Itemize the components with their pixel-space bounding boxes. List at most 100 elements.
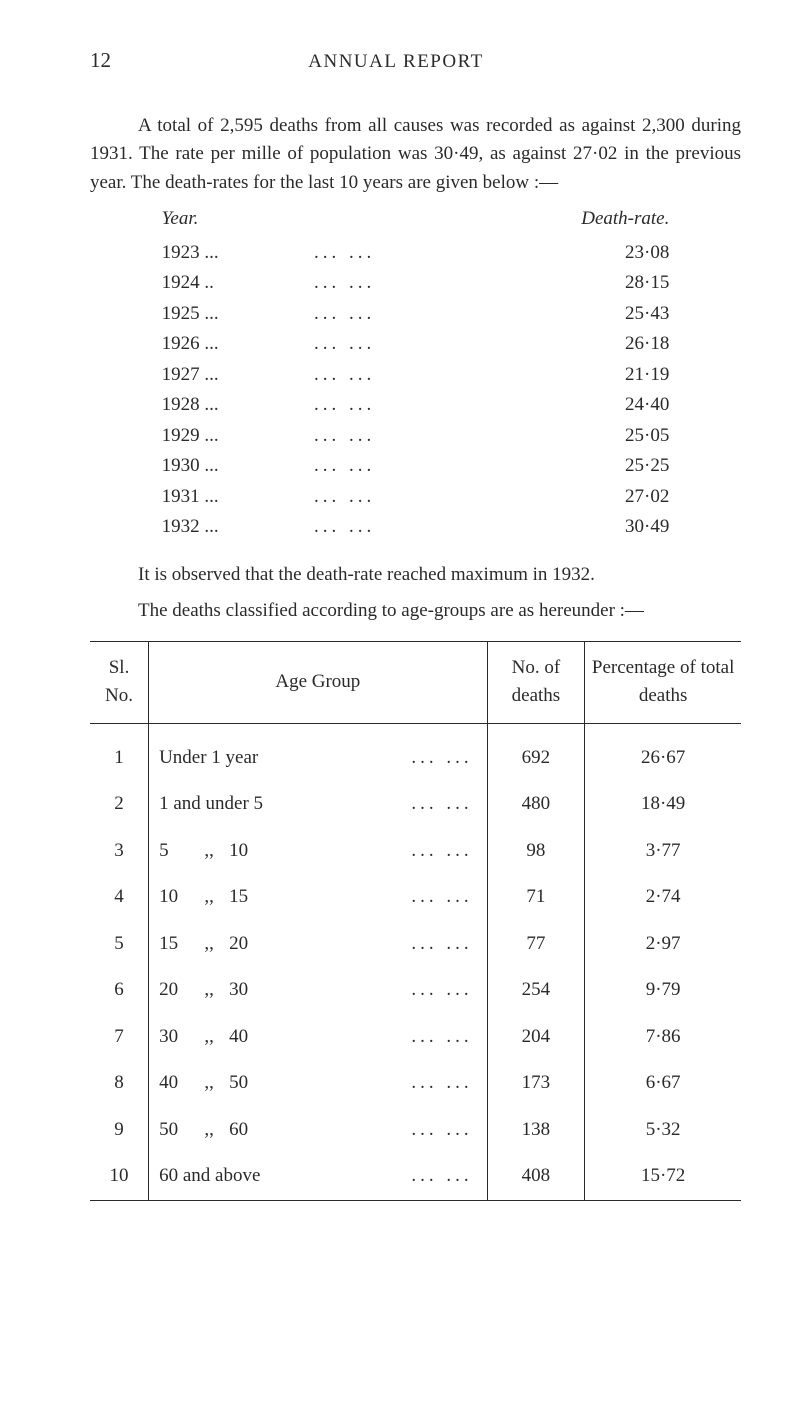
running-title: ANNUAL REPORT <box>308 48 483 77</box>
group-cell: 1 and under 5... ... <box>149 781 488 828</box>
group-text: 1 and under 5 <box>159 790 263 819</box>
sl-header: Sl. No. <box>90 641 149 723</box>
deaths-cell: 408 <box>487 1153 585 1200</box>
group-dots: ... ... <box>269 1023 483 1052</box>
group-upper: 15 <box>229 883 269 912</box>
deaths-cell: 71 <box>487 874 585 921</box>
sl-cell: 3 <box>90 828 149 875</box>
rate-cell: 25·43 <box>517 299 669 330</box>
pct-cell: 7·86 <box>585 1014 741 1061</box>
ditto-mark: ,, <box>189 883 229 912</box>
year-cell: 1926 ... <box>162 329 314 360</box>
rate-cell: 27·02 <box>517 482 669 513</box>
pct-cell: 3·77 <box>585 828 741 875</box>
sl-cell: 6 <box>90 967 149 1014</box>
group-cell: 60 and above... ... <box>149 1153 488 1200</box>
year-dots-cell: ... ... <box>314 329 517 360</box>
rate-cell: 25·05 <box>517 421 669 452</box>
rate-cell: 30·49 <box>517 512 669 543</box>
year-dots-cell: ... ... <box>314 299 517 330</box>
year-row: 1923 ...... ...23·08 <box>162 238 670 269</box>
year-row: 1931 ...... ...27·02 <box>162 482 670 513</box>
group-upper: 40 <box>229 1023 269 1052</box>
group-cell: 50,,60... ... <box>149 1107 488 1154</box>
pct-cell: 9·79 <box>585 967 741 1014</box>
age-row: 35,,10... ...983·77 <box>90 828 741 875</box>
paragraph-intro: A total of 2,595 deaths from all causes … <box>90 112 741 198</box>
sl-cell: 7 <box>90 1014 149 1061</box>
paragraph-observed: It is observed that the death-rate reach… <box>90 561 741 590</box>
age-row: 410,,15... ...712·74 <box>90 874 741 921</box>
group-upper: 10 <box>229 837 269 866</box>
group-dots: ... ... <box>269 837 483 866</box>
year-dots-cell: ... ... <box>314 451 517 482</box>
year-row: 1928 ...... ...24·40 <box>162 390 670 421</box>
paragraph-classified: The deaths classified according to age-g… <box>90 597 741 626</box>
year-row: 1925 ...... ...25·43 <box>162 299 670 330</box>
group-cell: 5,,10... ... <box>149 828 488 875</box>
group-lower: 5 <box>159 837 189 866</box>
group-dots: ... ... <box>269 1116 483 1145</box>
ditto-mark: ,, <box>189 1116 229 1145</box>
group-lower: 40 <box>159 1069 189 1098</box>
pct-cell: 15·72 <box>585 1153 741 1200</box>
group-cell: Under 1 year... ... <box>149 723 488 781</box>
age-row: 1060 and above... ...40815·72 <box>90 1153 741 1200</box>
pct-cell: 2·74 <box>585 874 741 921</box>
group-cell: 30,,40... ... <box>149 1014 488 1061</box>
ditto-mark: ,, <box>189 930 229 959</box>
year-header-spacer <box>314 205 517 238</box>
sl-cell: 1 <box>90 723 149 781</box>
group-dots: ... ... <box>269 930 483 959</box>
group-lower: 30 <box>159 1023 189 1052</box>
year-cell: 1924 .. <box>162 268 314 299</box>
year-row: 1924 ..... ...28·15 <box>162 268 670 299</box>
pct-cell: 26·67 <box>585 723 741 781</box>
sl-cell: 2 <box>90 781 149 828</box>
group-upper: 20 <box>229 930 269 959</box>
year-cell: 1925 ... <box>162 299 314 330</box>
year-dots-cell: ... ... <box>314 268 517 299</box>
age-row: 21 and under 5... ...48018·49 <box>90 781 741 828</box>
group-dots: ... ... <box>263 790 483 819</box>
page-number: 12 <box>90 45 111 77</box>
pct-cell: 2·97 <box>585 921 741 968</box>
group-text: 60 and above <box>159 1162 260 1191</box>
year-cell: 1930 ... <box>162 451 314 482</box>
group-dots: ... ... <box>269 976 483 1005</box>
year-row: 1929 ...... ...25·05 <box>162 421 670 452</box>
age-group-table: Sl. No. Age Group No. of deaths Percenta… <box>90 641 741 1201</box>
deaths-cell: 138 <box>487 1107 585 1154</box>
group-cell: 40,,50... ... <box>149 1060 488 1107</box>
age-row: 950,,60... ...1385·32 <box>90 1107 741 1154</box>
deaths-cell: 204 <box>487 1014 585 1061</box>
rate-cell: 25·25 <box>517 451 669 482</box>
year-dots-cell: ... ... <box>314 360 517 391</box>
year-dots-cell: ... ... <box>314 512 517 543</box>
pct-cell: 5·32 <box>585 1107 741 1154</box>
age-row: 1Under 1 year... ...69226·67 <box>90 723 741 781</box>
year-cell: 1929 ... <box>162 421 314 452</box>
group-lower: 10 <box>159 883 189 912</box>
sl-cell: 4 <box>90 874 149 921</box>
year-dots-cell: ... ... <box>314 482 517 513</box>
group-dots: ... ... <box>269 1069 483 1098</box>
pct-cell: 6·67 <box>585 1060 741 1107</box>
year-cell: 1928 ... <box>162 390 314 421</box>
ditto-mark: ,, <box>189 1069 229 1098</box>
sl-cell: 10 <box>90 1153 149 1200</box>
group-upper: 50 <box>229 1069 269 1098</box>
pct-header: Percentage of total deaths <box>585 641 741 723</box>
group-lower: 20 <box>159 976 189 1005</box>
year-cell: 1931 ... <box>162 482 314 513</box>
age-row: 840,,50... ...1736·67 <box>90 1060 741 1107</box>
group-cell: 15,,20... ... <box>149 921 488 968</box>
deaths-cell: 77 <box>487 921 585 968</box>
group-text: Under 1 year <box>159 744 258 773</box>
group-dots: ... ... <box>258 744 482 773</box>
ditto-mark: ,, <box>189 976 229 1005</box>
deaths-header: No. of deaths <box>487 641 585 723</box>
sl-cell: 5 <box>90 921 149 968</box>
year-cell: 1927 ... <box>162 360 314 391</box>
year-row: 1927 ...... ...21·19 <box>162 360 670 391</box>
